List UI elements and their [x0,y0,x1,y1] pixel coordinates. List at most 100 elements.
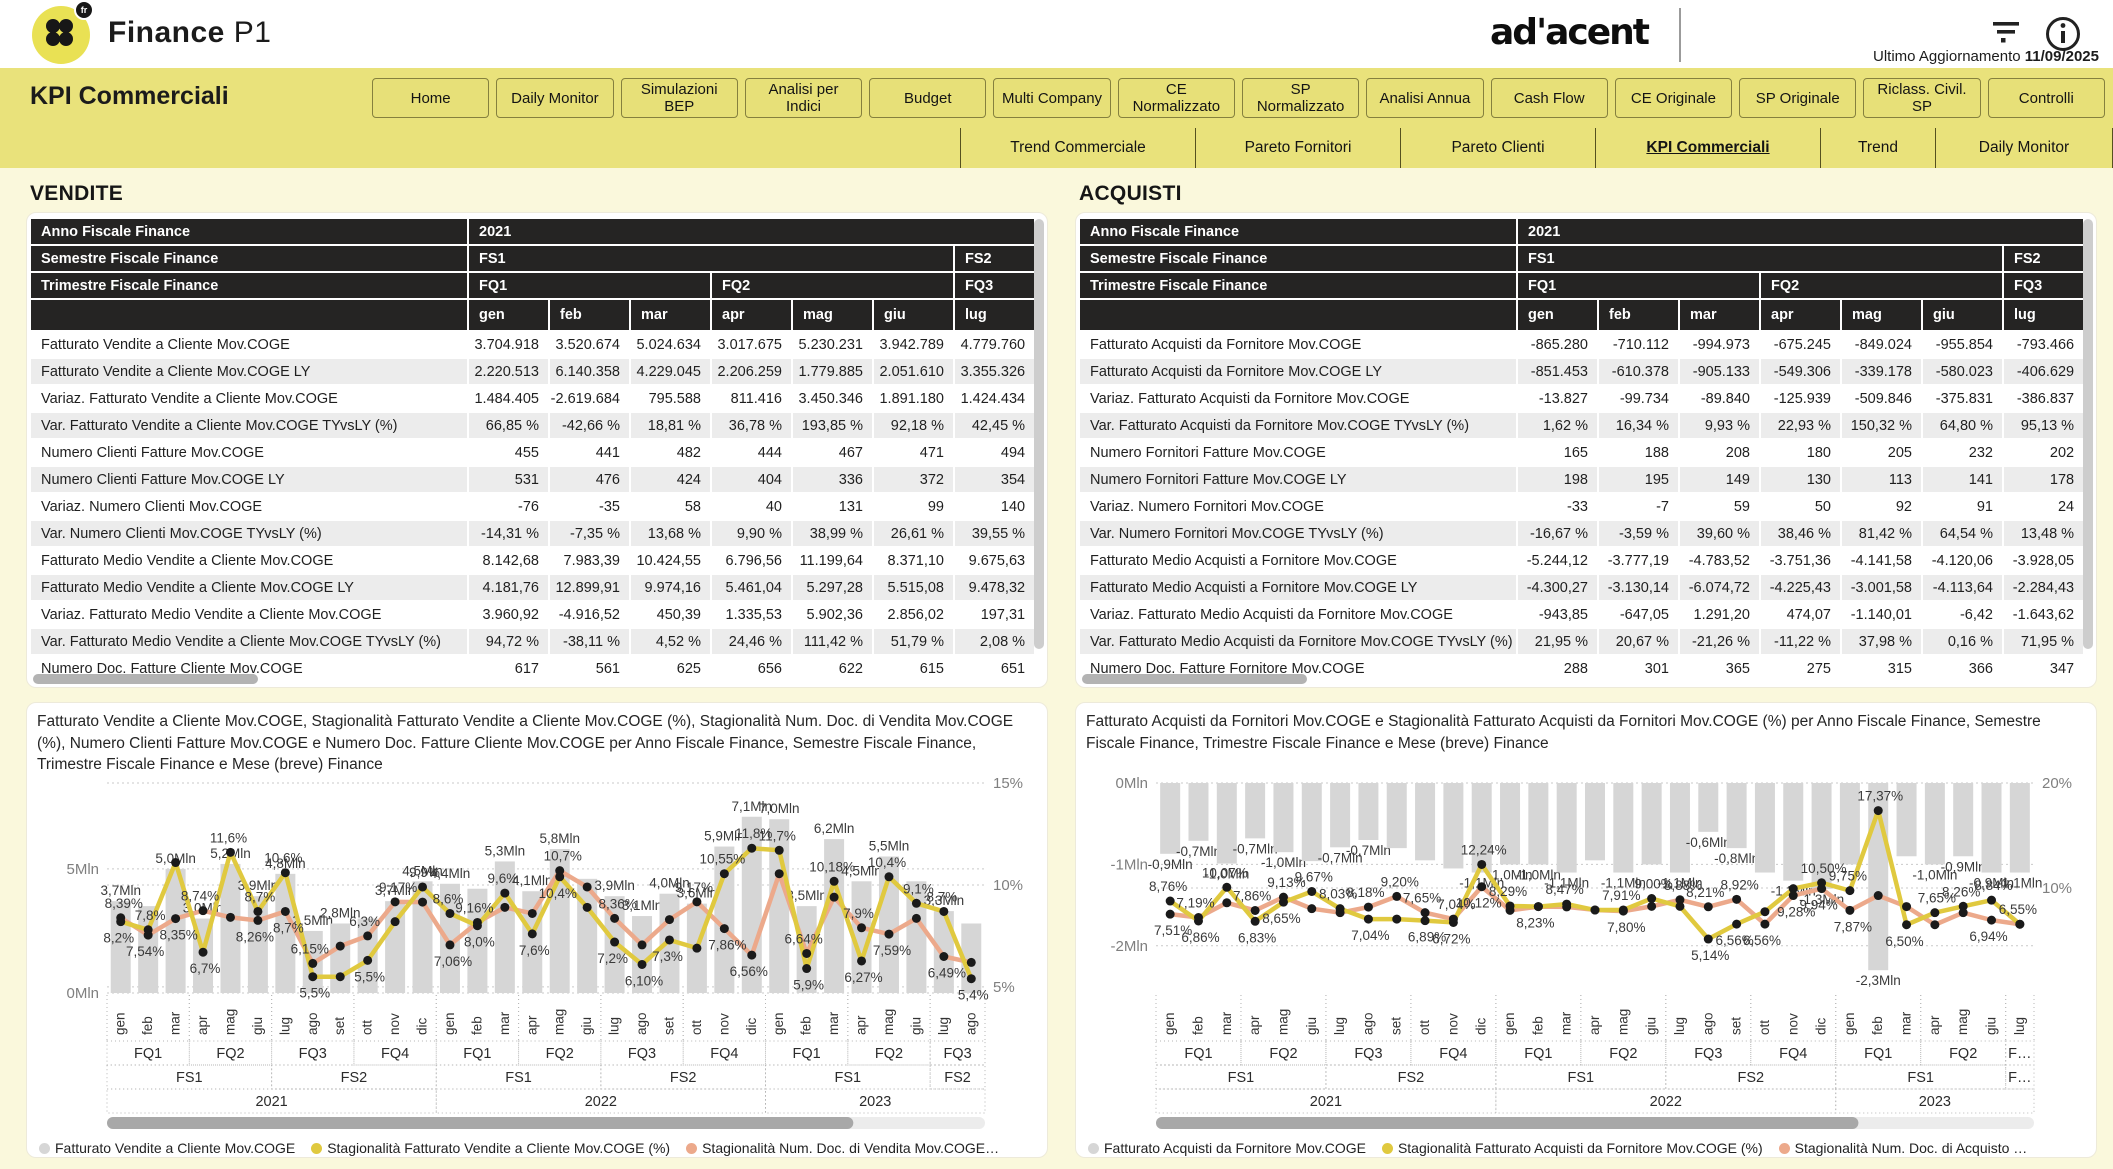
tab-daily-monitor[interactable]: Daily Monitor [1935,128,2113,168]
data-point[interactable] [308,972,318,982]
data-point[interactable] [225,847,235,857]
data-point[interactable] [1788,884,1798,894]
bar[interactable] [1386,783,1407,849]
data-point[interactable] [911,913,921,923]
data-point[interactable] [1392,914,1402,924]
bar[interactable] [2009,783,2030,873]
data-point[interactable] [1930,920,1940,930]
nav-button-simulazioni-bep[interactable]: Simulazioni BEP [620,78,738,118]
data-point[interactable] [1618,906,1628,916]
bar[interactable] [1641,783,1662,865]
bar[interactable] [577,878,598,993]
data-point[interactable] [198,906,208,916]
filter-value[interactable]: FQ2 [1759,273,2002,298]
nav-button-analisi-per-indici[interactable]: Analisi per Indici [744,78,863,118]
bar[interactable] [1896,783,1917,857]
bar[interactable] [769,819,790,993]
nav-button-analisi-annua[interactable]: Analisi Annua [1366,78,1484,118]
filter-value[interactable]: FS2 [953,246,1035,271]
data-point[interactable] [829,892,839,902]
data-point[interactable] [1647,901,1657,911]
data-point[interactable] [1930,908,1940,918]
bar[interactable] [467,888,488,993]
data-point[interactable] [500,888,510,898]
data-point[interactable] [171,858,181,868]
data-point[interactable] [280,868,290,878]
nav-button-daily-monitor[interactable]: Daily Monitor [496,78,614,118]
bar[interactable] [1500,783,1521,865]
bar[interactable] [1585,783,1605,861]
data-point[interactable] [390,917,400,927]
data-point[interactable] [1335,908,1345,918]
data-point[interactable] [1250,916,1260,926]
data-point[interactable] [966,957,976,967]
data-point[interactable] [1760,919,1770,929]
data-point[interactable] [1873,891,1883,901]
nav-button-controlli[interactable]: Controlli [1987,78,2105,118]
vendite-chart[interactable]: 15%10%5%5Mln0Mln3,7Mln5,0Mln3,0Mln5,2Mln… [37,775,1037,1133]
data-point[interactable] [1703,902,1713,912]
data-point[interactable] [829,876,839,886]
bar[interactable] [1783,783,1804,881]
data-point[interactable] [1873,806,1883,816]
data-point[interactable] [280,906,290,916]
tab-trend-commerciale[interactable]: Trend Commerciale [960,128,1195,168]
data-point[interactable] [308,958,318,968]
data-point[interactable] [802,948,812,958]
nav-button-cash-flow[interactable]: Cash Flow [1490,78,1608,118]
bar[interactable] [1415,783,1436,861]
data-point[interactable] [1760,907,1770,917]
bar[interactable] [330,923,351,993]
filter-value[interactable]: FQ3 [953,273,1035,298]
bar[interactable] [632,916,653,993]
bar[interactable] [220,863,241,993]
bar[interactable] [1301,783,1322,862]
data-point[interactable] [418,897,428,907]
tab-pareto-clienti[interactable]: Pareto Clienti [1400,128,1595,168]
bar[interactable] [1613,783,1634,873]
vendite-vertical-scrollbar[interactable] [1034,219,1044,649]
data-point[interactable] [582,882,592,892]
data-point[interactable] [1392,891,1402,901]
data-point[interactable] [719,924,729,934]
bar[interactable] [1754,783,1775,873]
line-series[interactable] [118,845,974,981]
bar[interactable] [522,891,543,993]
filter-value[interactable]: FS2 [2002,246,2084,271]
info-icon[interactable] [2043,14,2083,54]
tab-trend[interactable]: Trend [1820,128,1935,168]
data-point[interactable] [774,869,784,879]
data-point[interactable] [802,964,812,974]
data-point[interactable] [1278,892,1288,902]
filter-value[interactable]: FS1 [1516,246,2002,271]
tab-kpi-commerciali[interactable]: KPI Commerciali [1595,128,1820,168]
bar[interactable] [824,839,845,993]
data-point[interactable] [610,913,620,923]
filter-icon[interactable] [1987,14,2025,52]
bar[interactable] [165,868,186,993]
data-point[interactable] [582,902,592,912]
data-point[interactable] [610,937,620,947]
data-point[interactable] [253,906,263,916]
data-point[interactable] [664,935,674,945]
bar[interactable] [1471,783,1492,873]
data-point[interactable] [1958,901,1968,911]
data-point[interactable] [857,923,867,933]
nav-button-multi-company[interactable]: Multi Company [993,78,1111,118]
data-point[interactable] [225,912,235,922]
bar[interactable] [1981,783,2002,873]
line-series[interactable] [118,868,974,966]
data-point[interactable] [1817,884,1827,894]
filter-value[interactable]: 2021 [1516,219,2084,244]
nav-button-budget[interactable]: Budget [869,78,987,118]
data-point[interactable] [1307,904,1317,914]
data-point[interactable] [500,902,510,912]
data-point[interactable] [253,915,263,925]
data-point[interactable] [911,898,921,908]
data-point[interactable] [1222,882,1232,892]
data-point[interactable] [116,913,126,923]
vendite-horizontal-scrollbar[interactable] [33,674,258,684]
data-point[interactable] [2015,919,2025,929]
chart-scrollbar-thumb[interactable] [1156,1117,1859,1129]
filter-value[interactable]: FS1 [467,246,953,271]
